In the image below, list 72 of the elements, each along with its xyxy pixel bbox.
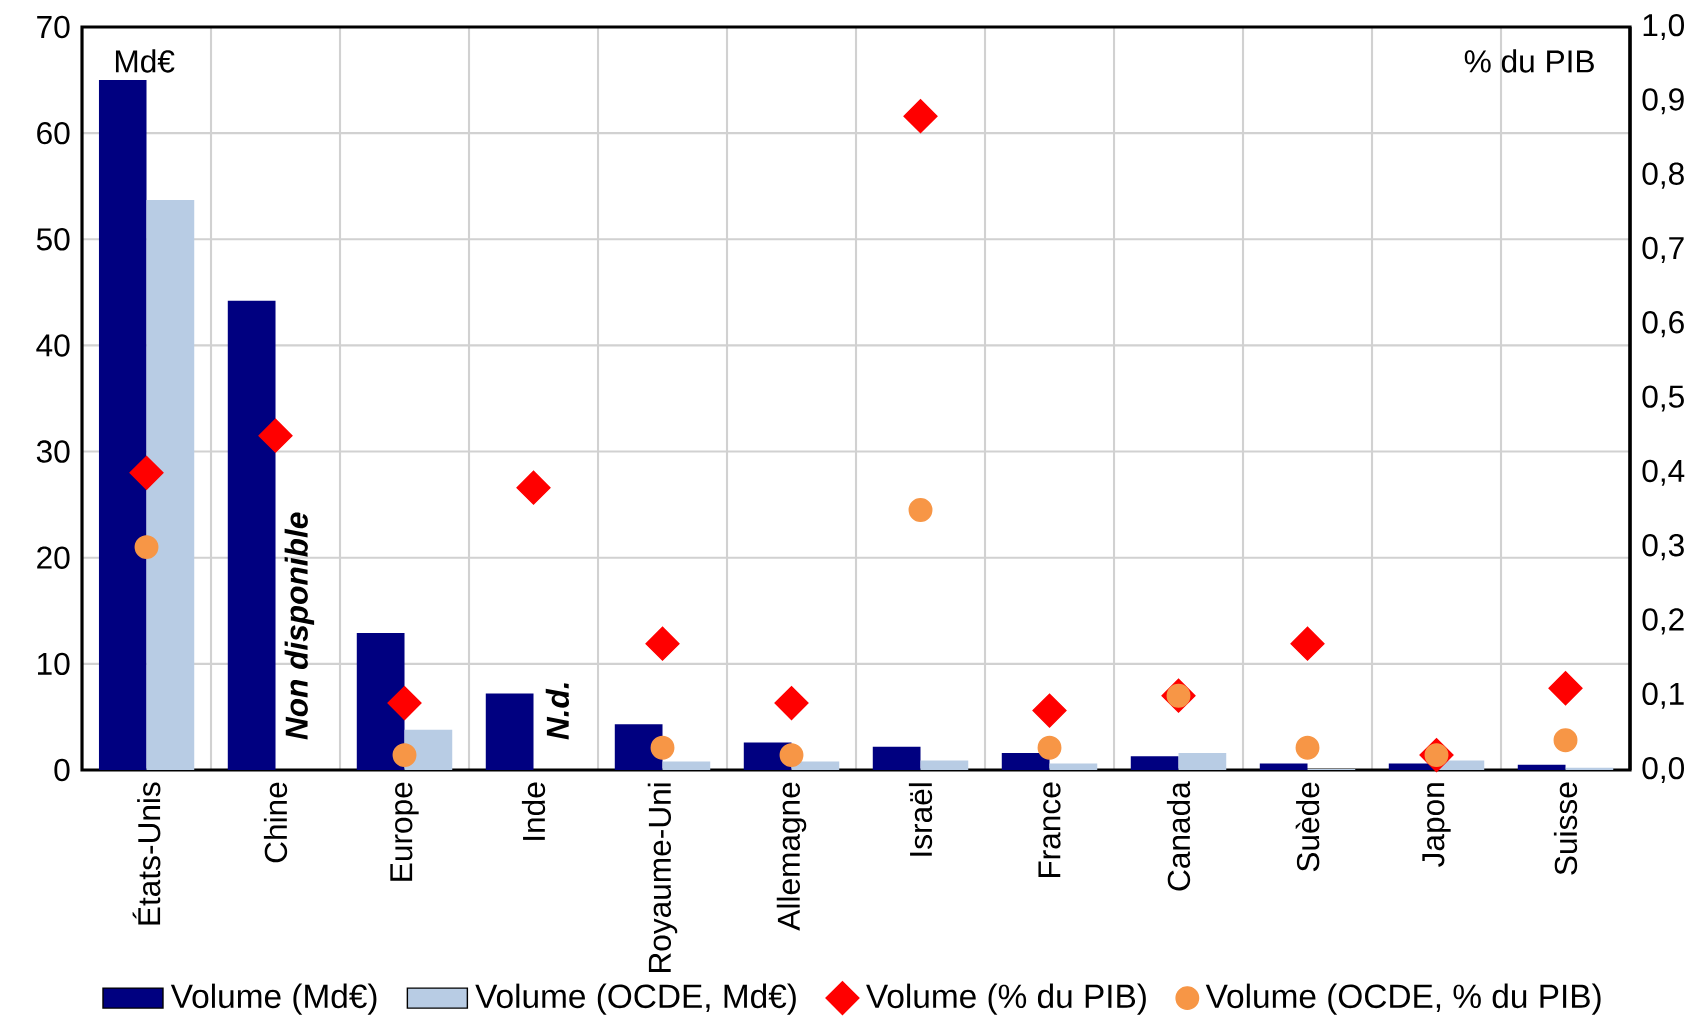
bar (1130, 756, 1179, 770)
y2-tick-label: 0,7 (1642, 236, 1684, 263)
y2-tick-label: 0,6 (1642, 311, 1684, 338)
point (1548, 671, 1583, 706)
point (387, 686, 422, 721)
point (1290, 626, 1325, 661)
point (774, 686, 809, 721)
y2-tick-label: 0,3 (1642, 534, 1684, 561)
point (1553, 728, 1578, 753)
x-tick-label: Suisse (1553, 782, 1578, 875)
point (1037, 735, 1062, 760)
annotation: % du PIB (1464, 49, 1594, 73)
bar (1517, 764, 1566, 770)
point (258, 418, 293, 453)
annotation: N.d. (545, 683, 569, 740)
x-tick-label: États-Unis (132, 782, 161, 925)
x-tick-label: Israël (908, 783, 933, 856)
point (134, 535, 159, 560)
x-tick-label: Canada (1166, 781, 1191, 891)
y-tick-label: 0 (54, 758, 70, 782)
bar (1259, 763, 1308, 770)
y-tick-label: 70 (37, 15, 70, 39)
y2-tick-label: 0,5 (1642, 385, 1684, 412)
y-tick-label: 30 (36, 440, 70, 463)
annotation: Md€ (115, 49, 175, 73)
y2-tick-label: 0,2 (1642, 608, 1684, 635)
y-tick-label: 50 (36, 228, 70, 251)
point (1032, 693, 1067, 728)
bar (227, 300, 276, 770)
annotation: Non disponible (284, 512, 315, 740)
x-tick-label: Chine (263, 782, 288, 863)
legend-label: Volume (OCDE, Md€) (475, 983, 796, 1015)
bar (1001, 752, 1050, 770)
point (129, 455, 164, 490)
x-tick-label: Royaume-Uni (647, 783, 678, 973)
y2-tick-label: 0,8 (1642, 162, 1684, 189)
bar (98, 80, 147, 770)
y2-tick-label: 1,0 (1643, 13, 1685, 41)
point (650, 735, 675, 760)
x-tick-label: Allemagne (776, 782, 807, 931)
bar (356, 633, 405, 770)
point (392, 743, 417, 768)
y2-tick-label: 0,1 (1642, 682, 1684, 709)
point (645, 626, 680, 661)
x-tick-label: Japon (1422, 783, 1451, 867)
point (1295, 735, 1320, 760)
x-tick-label: Europe (390, 782, 419, 881)
x-tick-label: France (1038, 782, 1061, 878)
point (908, 497, 933, 522)
legend-label: Volume (% du PIB) (866, 983, 1146, 1015)
y2-tick-label: 0,9 (1642, 88, 1684, 115)
point (516, 470, 551, 505)
x-tick-label: Inde (521, 782, 546, 840)
point (903, 99, 938, 134)
y-tick-label: 60 (37, 121, 70, 145)
bar (1049, 763, 1098, 770)
bar (485, 693, 534, 770)
bar (1178, 752, 1227, 770)
y2-tick-label: 0,0 (1642, 756, 1685, 784)
point (779, 743, 804, 768)
legend-label: Volume (OCDE, % du PIB) (1205, 983, 1601, 1015)
x-tick-label: Suède (1295, 782, 1320, 872)
bar (872, 746, 921, 770)
y-tick-label: 40 (36, 334, 70, 357)
legend-label: Volume (Md€) (170, 983, 377, 1015)
bar (920, 760, 969, 770)
y2-tick-label: 0,4 (1642, 459, 1685, 486)
bar (662, 761, 711, 770)
y-tick-label: 20 (37, 546, 70, 569)
y-tick-label: 10 (38, 652, 70, 676)
bar (1565, 767, 1614, 770)
bar (146, 200, 195, 770)
